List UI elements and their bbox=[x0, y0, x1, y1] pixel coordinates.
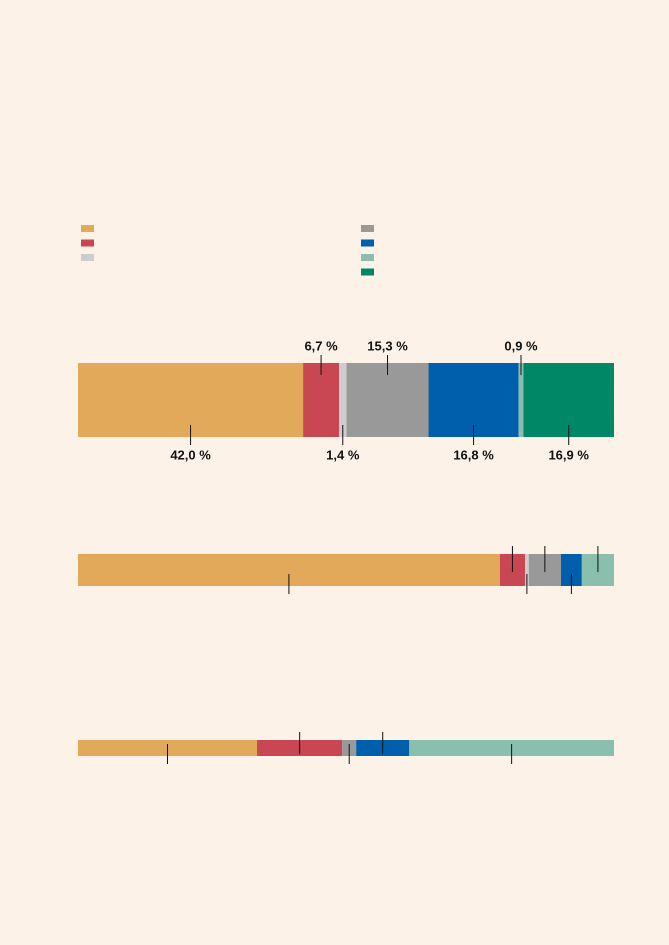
legend-swatch bbox=[361, 239, 374, 247]
bar-segment bbox=[428, 363, 519, 437]
bar-segment bbox=[523, 363, 614, 437]
legend-swatch bbox=[361, 225, 374, 232]
legend-swatch bbox=[361, 254, 374, 261]
value-label: 6,7 % bbox=[304, 338, 338, 353]
bar-segment bbox=[560, 554, 582, 586]
legend-swatch bbox=[81, 225, 94, 232]
bar-segment bbox=[525, 554, 529, 586]
value-label: 15,3 % bbox=[367, 338, 408, 353]
value-label: 0,9 % bbox=[504, 338, 538, 353]
legend-swatch bbox=[81, 254, 94, 261]
bar-segment bbox=[346, 363, 429, 437]
value-label: 16,9 % bbox=[548, 447, 589, 462]
bar-segment bbox=[518, 363, 524, 437]
value-label: 1,4 % bbox=[326, 447, 360, 462]
legend-swatch bbox=[81, 239, 94, 247]
value-label: 42,0 % bbox=[170, 447, 211, 462]
bar-segment bbox=[339, 363, 347, 437]
bar-segment bbox=[78, 363, 304, 437]
value-label: 16,8 % bbox=[453, 447, 494, 462]
legend-swatch bbox=[361, 268, 374, 276]
bar-segment bbox=[303, 363, 340, 437]
